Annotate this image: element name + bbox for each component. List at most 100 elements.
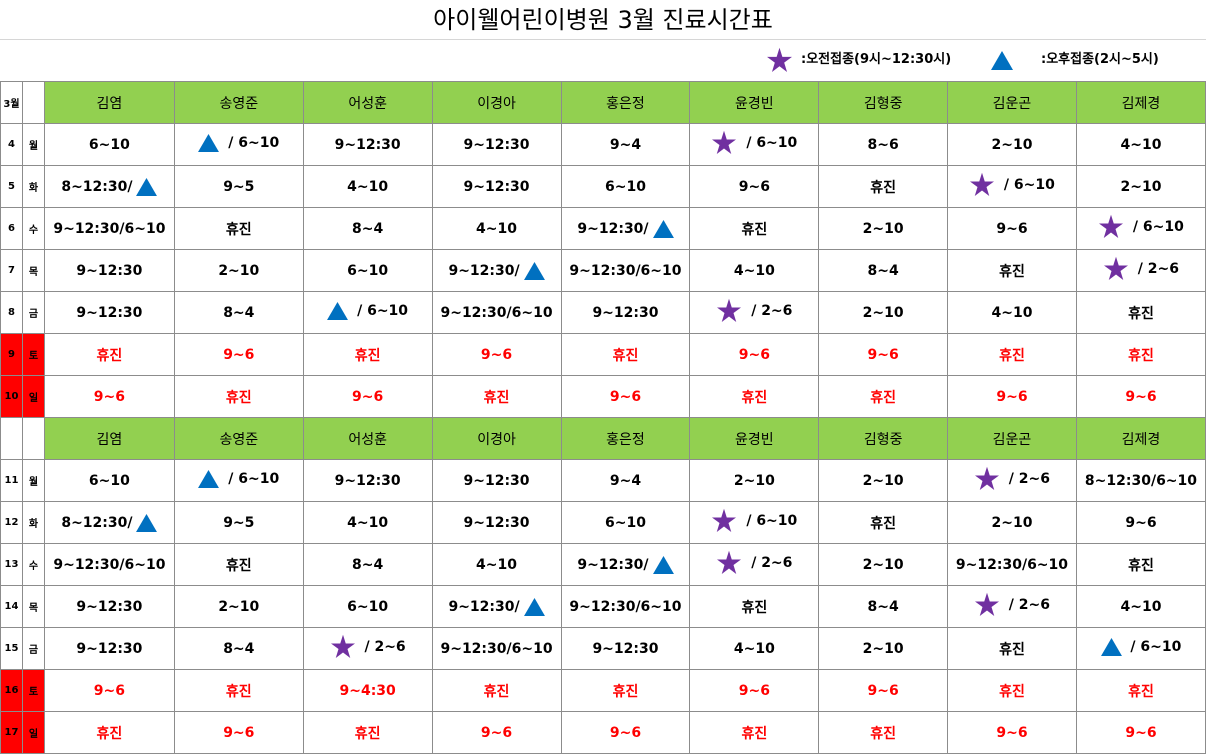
hours-cell: 휴진 [1075, 669, 1206, 712]
hours-cell: 2~10 [818, 291, 949, 334]
hours-content: 9~12:30 [335, 137, 401, 153]
date-cell: 13 [0, 543, 23, 586]
hours-text: 9~12:30 [463, 178, 530, 195]
hours-cell: 9~5 [173, 165, 304, 208]
hours-content: 9~6 [996, 725, 1027, 741]
hours-content: 9~6 [1125, 389, 1156, 405]
hours-content: 9~6 [94, 389, 125, 405]
date-cell: 11 [0, 459, 23, 502]
hours-text: 6~10 [88, 472, 130, 489]
hours-content: 9~12:30 [76, 305, 142, 321]
hours-content: 9~4 [610, 473, 641, 489]
hours-content: 9~12:30/ [448, 261, 545, 280]
hours-text: 9~4:30 [339, 682, 396, 699]
hours-cell: 9~6 [947, 375, 1077, 418]
hours-content: 휴진 [1128, 681, 1154, 701]
hours-cell: 9~12:30 [302, 459, 433, 502]
hours-content: / 2~6 [974, 466, 1050, 491]
triangle-icon [652, 555, 674, 574]
weekday-cell: 일 [21, 375, 45, 418]
hours-text: 휴진 [870, 389, 897, 406]
hours-cell: 9~12:30 [43, 627, 175, 670]
date-cell: 10 [0, 375, 23, 418]
hours-text: 9~12:30/6~10 [53, 556, 166, 573]
hours-content: / 6~10 [1098, 214, 1184, 239]
hours-content: 9~6 [223, 725, 254, 741]
schedule-row: 7 목 9~12:30 2~10 6~10 9~12:30/9~12:30/6~10 4~1… [0, 249, 1206, 292]
hours-content: 휴진 [870, 387, 896, 407]
hours-cell: 6~10 [43, 459, 175, 502]
date-cell: 7 [0, 249, 23, 292]
hours-text: 9~4 [609, 136, 642, 153]
hours-content: 6~10 [347, 599, 388, 615]
hours-cell: 8~6 [818, 123, 949, 166]
hours-cell: 9~12:30/ [431, 585, 562, 628]
doctor-name: 홍은정 [560, 81, 691, 124]
hours-text: 휴진 [999, 683, 1025, 700]
hours-content: / 6~10 [711, 508, 797, 533]
hours-cell: 9~6 [1075, 501, 1206, 544]
hours-text: 9~6 [996, 388, 1028, 405]
hours-cell: 휴진 [560, 333, 691, 376]
hours-cell: 9~6 [560, 711, 691, 754]
hours-text: / 6~10 [741, 134, 798, 151]
hours-content: 휴진 [1128, 345, 1154, 365]
hours-content: 9~6 [223, 347, 254, 363]
hours-text: 2~10 [218, 262, 260, 279]
hours-cell: 9~6 [947, 711, 1077, 754]
hours-content: 2~10 [1120, 179, 1161, 195]
hours-text: 휴진 [741, 725, 768, 742]
hours-cell: 휴진 [43, 333, 175, 376]
hours-content: 9~12:30 [335, 473, 401, 489]
hours-cell: 9~12:30/ [560, 543, 691, 586]
hours-text: / 2~6 [359, 638, 406, 655]
hours-cell: / 6~10 [689, 501, 820, 544]
triangle-icon [136, 177, 158, 196]
schedule-row: 15 금 9~12:30 8~4 / 2~6 9~12:30/6~10 9~12:30 4~… [0, 627, 1206, 670]
hours-text: 4~10 [733, 262, 775, 279]
hours-text: 8~12:30/6~10 [1084, 472, 1198, 489]
star-icon [330, 634, 355, 658]
triangle-icon [1100, 637, 1122, 656]
hours-content: 4~10 [734, 641, 775, 657]
hours-content: 9~12:30/6~10 [440, 641, 552, 657]
hours-text: 9~5 [223, 514, 255, 531]
hours-text: 8~12:30/ [61, 514, 133, 531]
hours-content: 휴진 [741, 219, 767, 239]
hours-content: 9~12:30/6~10 [569, 599, 681, 615]
header-blank [21, 81, 45, 124]
doctor-header-row: 김염 송영준 어성훈 이경아 홍은정 윤경빈 김형중 김운곤 김제경 [0, 417, 1206, 460]
hours-content: 휴진 [484, 387, 510, 407]
hours-text: 휴진 [483, 683, 510, 700]
hours-cell: 2~10 [1075, 165, 1206, 208]
hours-cell: 9~6 [689, 165, 820, 208]
hours-cell: 6~10 [560, 165, 691, 208]
doctor-name: 김운곤 [947, 81, 1077, 124]
hours-cell: 9~12:30/6~10 [43, 207, 175, 250]
hours-text: 휴진 [483, 389, 510, 406]
hours-cell: 9~12:30/ [431, 249, 562, 292]
date-cell: 17 [0, 711, 23, 754]
hours-text: 휴진 [612, 683, 639, 700]
hours-content: 8~12:30/ [61, 177, 158, 196]
hours-content: 휴진 [613, 345, 639, 365]
hours-text: 휴진 [999, 347, 1025, 364]
hours-content: 8~4 [223, 305, 254, 321]
hours-content: 9~6 [996, 389, 1027, 405]
hours-cell: / 2~6 [689, 291, 820, 334]
hours-cell: 휴진 [173, 375, 304, 418]
hours-text: 9~12:30/ [448, 262, 520, 279]
hours-text: 9~6 [867, 682, 899, 699]
hours-content: 휴진 [613, 681, 639, 701]
hours-content: 휴진 [999, 681, 1025, 701]
weekday-cell: 금 [21, 627, 45, 670]
hours-text: 휴진 [1128, 347, 1154, 364]
hours-cell: 2~10 [818, 459, 949, 502]
hours-content: 9~12:30/ [577, 555, 674, 574]
hours-cell: / 2~6 [947, 459, 1077, 502]
hours-content: 휴진 [999, 345, 1025, 365]
hours-cell: 8~4 [818, 585, 949, 628]
hours-text: 2~10 [862, 556, 904, 573]
hours-content: 휴진 [999, 261, 1025, 281]
legend: :오전접종(9시~12:30시) :오후접종(2시~5시) [0, 40, 1206, 80]
